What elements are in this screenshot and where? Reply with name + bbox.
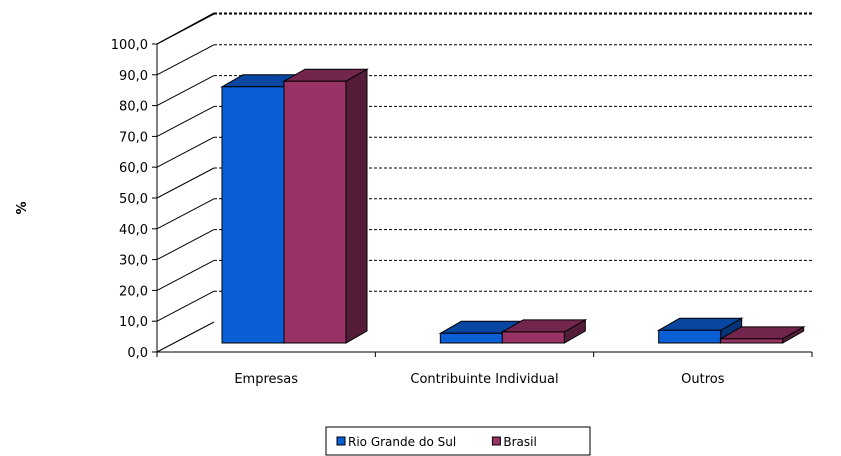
axes xyxy=(152,43,813,357)
y-tick-label: 20,0 xyxy=(119,284,148,299)
depth-line xyxy=(156,167,215,199)
bar xyxy=(282,68,369,344)
y-axis-title: % xyxy=(15,201,30,214)
y-tick-label: 0,0 xyxy=(127,346,148,361)
bar-front xyxy=(221,86,285,344)
depth-line xyxy=(156,136,215,168)
y-tick-label: 60,0 xyxy=(119,161,148,176)
depth-line xyxy=(156,321,215,353)
legend-label: Rio Grande do Sul xyxy=(348,435,456,449)
y-tick-label: 30,0 xyxy=(119,254,148,269)
bar xyxy=(718,325,806,344)
bar-front xyxy=(658,329,722,344)
bar-front xyxy=(720,338,784,344)
y-tick-label: 70,0 xyxy=(119,130,148,145)
depth-line xyxy=(156,290,215,322)
legend-label: Brasil xyxy=(503,435,536,449)
x-tick-label: Empresas xyxy=(234,372,298,387)
bar-side xyxy=(345,68,368,344)
y-tick-label: 100,0 xyxy=(111,38,148,53)
bars xyxy=(220,68,806,344)
labels: 0,0 10,0 20,0 30,0 40,0 50,0 60,0 70,0 80,0 90,0 1… xyxy=(111,38,725,387)
x-tick-label: Outros xyxy=(681,372,725,387)
depth-line xyxy=(156,259,215,291)
legend: Rio Grande do Sul Brasil xyxy=(325,426,591,456)
legend-swatch xyxy=(336,436,346,446)
y-tick-label: 10,0 xyxy=(119,315,148,330)
depth-line xyxy=(156,44,215,76)
legend-box xyxy=(325,426,591,456)
depth-line xyxy=(156,198,215,230)
depth-line xyxy=(156,12,215,45)
depth-line xyxy=(156,229,215,261)
bar xyxy=(500,319,588,344)
depth-line xyxy=(156,105,215,137)
depth-line xyxy=(156,75,215,107)
bar-front xyxy=(439,332,503,344)
y-tick-label: 40,0 xyxy=(119,223,148,238)
legend-swatch xyxy=(491,436,501,446)
x-tick-label: Contribuinte Individual xyxy=(410,372,558,387)
y-tick-label: 50,0 xyxy=(119,192,148,207)
bar-front xyxy=(501,331,565,344)
bar xyxy=(656,317,744,344)
y-tick-label: 80,0 xyxy=(119,100,148,115)
y-tick-label: 90,0 xyxy=(119,69,148,84)
bar-front xyxy=(283,80,347,344)
